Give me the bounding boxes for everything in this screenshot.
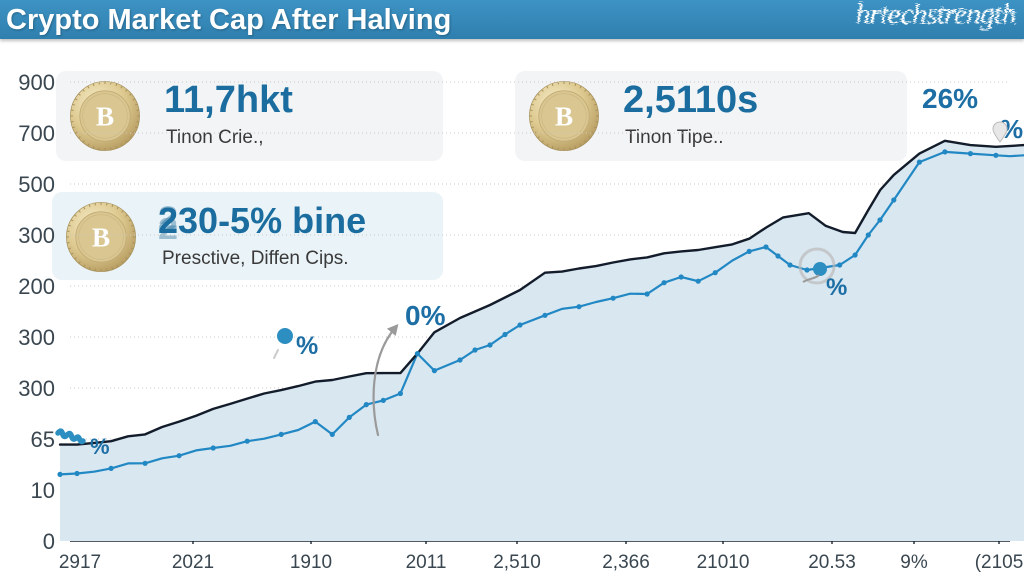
svg-text:%: % (296, 332, 318, 360)
svg-text:300: 300 (18, 376, 55, 401)
svg-text:500: 500 (18, 172, 55, 197)
svg-text:26%: 26% (922, 83, 978, 114)
svg-text:%: % (90, 434, 110, 459)
svg-text:900: 900 (18, 70, 55, 95)
svg-text:200: 200 (18, 274, 55, 299)
svg-text:0%: 0% (405, 300, 446, 331)
svg-text:700: 700 (18, 121, 55, 146)
svg-text:300: 300 (18, 223, 55, 248)
svg-text:10: 10 (31, 478, 55, 503)
svg-text:0: 0 (43, 529, 55, 554)
svg-text:65: 65 (31, 427, 55, 452)
svg-text:%: % (826, 274, 847, 301)
svg-text:300: 300 (18, 325, 55, 350)
